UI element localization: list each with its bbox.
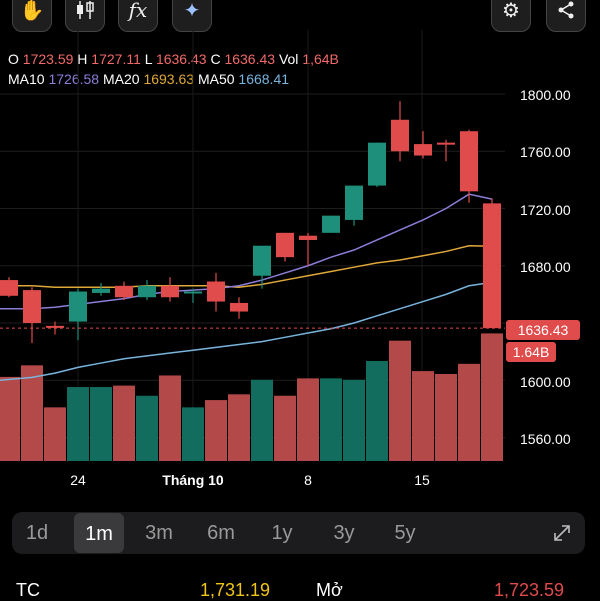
candle-body <box>207 281 225 302</box>
volume-bar <box>320 378 342 461</box>
ma50-line <box>0 281 493 381</box>
volume-bar <box>44 407 66 461</box>
close-value: 1636.43 <box>224 51 276 67</box>
volume-bar <box>435 374 457 461</box>
volume-bar <box>182 407 204 461</box>
candle-body <box>437 142 455 145</box>
x-tick-label: 24 <box>70 472 86 488</box>
high-label: H <box>77 51 88 67</box>
y-tick-label: 1560.00 <box>520 431 571 447</box>
volume-bar <box>113 385 135 461</box>
tc-label: TC <box>16 580 40 600</box>
volume-bar <box>458 363 480 461</box>
y-tick-label: 1720.00 <box>520 202 571 218</box>
candle-body <box>138 285 156 298</box>
volume-bar <box>343 379 365 461</box>
x-tick-label: 15 <box>414 472 430 488</box>
candle-body <box>0 280 18 296</box>
share-icon[interactable] <box>546 0 586 32</box>
ohlc-row: O 1723.59 H 1727.11 L 1636.43 C 1636.43 … <box>8 49 339 69</box>
close-label: C <box>210 51 221 67</box>
candle-body <box>69 291 87 322</box>
candle-type-icon[interactable] <box>65 0 105 32</box>
open-price-label: Mở <box>316 580 343 600</box>
volume-bar <box>67 387 89 461</box>
x-tick-label: Tháng 10 <box>162 472 224 488</box>
y-tick-label: 1600.00 <box>520 374 571 390</box>
ohlc-legend: O 1723.59 H 1727.11 L 1636.43 C 1636.43 … <box>8 49 339 89</box>
volume-bar <box>159 375 181 461</box>
candle-body <box>253 245 271 276</box>
candle-body <box>92 288 110 293</box>
volume-bar <box>90 387 112 461</box>
drawing-hand-icon[interactable]: ✋ <box>12 0 52 32</box>
candle-body <box>460 131 478 192</box>
volume-value: 1,64B <box>302 51 339 67</box>
tc-value: 1,731.19 <box>200 580 271 600</box>
ma10-value: 1726.58 <box>48 71 100 87</box>
chart-toolbar: ✋ fx ✦ ⚙ <box>0 0 600 40</box>
timeframe-5y[interactable]: 5y <box>394 522 416 544</box>
timeframe-3m[interactable]: 3m <box>145 522 173 544</box>
expand-fullscreen-icon[interactable] <box>551 522 573 550</box>
candle-body <box>345 185 363 220</box>
ma10-label: MA10 <box>8 71 45 87</box>
timeframe-selector: 1d 1m 3m 6m 1y 3y 5y <box>12 512 585 554</box>
candle-body <box>483 203 501 329</box>
candle-body <box>299 235 317 240</box>
volume-bar <box>228 394 250 461</box>
candle-body <box>23 290 41 323</box>
candle-body <box>230 302 248 312</box>
candle-body <box>115 285 133 298</box>
volume-bar <box>0 376 20 461</box>
volume-bar <box>412 371 434 461</box>
candle-body <box>276 232 294 258</box>
indicator-fx-icon[interactable]: fx <box>118 0 158 32</box>
candle-body <box>161 285 179 298</box>
ma-row: MA10 1726.58 MA20 1693.63 MA50 1668.41 <box>8 69 339 89</box>
timeframe-3y[interactable]: 3y <box>333 522 355 544</box>
y-tick-label: 1760.00 <box>520 144 571 160</box>
ma50-label: MA50 <box>197 71 235 87</box>
volume-bar <box>481 333 503 461</box>
volume-bar <box>366 360 388 461</box>
low-value: 1636.43 <box>155 51 207 67</box>
timeframe-1m[interactable]: 1m <box>74 513 124 553</box>
candle-body <box>391 119 409 152</box>
ma20-value: 1693.63 <box>143 71 195 87</box>
open-price-value: 1,723.59 <box>494 580 565 600</box>
candle-body <box>46 325 64 328</box>
candlestick-chart[interactable] <box>0 0 600 500</box>
x-tick-label: 8 <box>304 472 312 488</box>
open-label: O <box>8 51 19 67</box>
timeframe-1y[interactable]: 1y <box>271 522 293 544</box>
volume-bar <box>136 395 158 461</box>
volume-bar <box>205 400 227 461</box>
timeframe-1d[interactable]: 1d <box>25 522 49 544</box>
y-tick-label: 1680.00 <box>520 259 571 275</box>
open-value: 1723.59 <box>22 51 74 67</box>
volume-bar <box>297 378 319 461</box>
candle-body <box>322 215 340 233</box>
ma20-line <box>0 244 493 288</box>
ma50-value: 1668.41 <box>238 71 290 87</box>
y-tick-label: 1800.00 <box>520 87 571 103</box>
candle-body <box>368 142 386 186</box>
settings-gear-icon[interactable]: ⚙ <box>491 0 531 32</box>
last-volume-tag: 1.64B <box>506 342 556 362</box>
timeframe-6m[interactable]: 6m <box>207 522 235 544</box>
last-price-tag: 1636.43 <box>506 320 580 340</box>
volume-bar <box>389 340 411 461</box>
candle-body <box>184 291 202 294</box>
volume-bar <box>274 395 296 461</box>
volume-label: Vol <box>278 51 299 67</box>
low-label: L <box>144 51 153 67</box>
ma20-label: MA20 <box>102 71 140 87</box>
high-value: 1727.11 <box>91 51 141 67</box>
volume-bar <box>21 365 43 461</box>
ma10-line <box>0 193 493 310</box>
candle-body <box>414 144 432 156</box>
volume-bar <box>251 379 273 461</box>
ai-sparkle-icon[interactable]: ✦ <box>172 0 212 32</box>
